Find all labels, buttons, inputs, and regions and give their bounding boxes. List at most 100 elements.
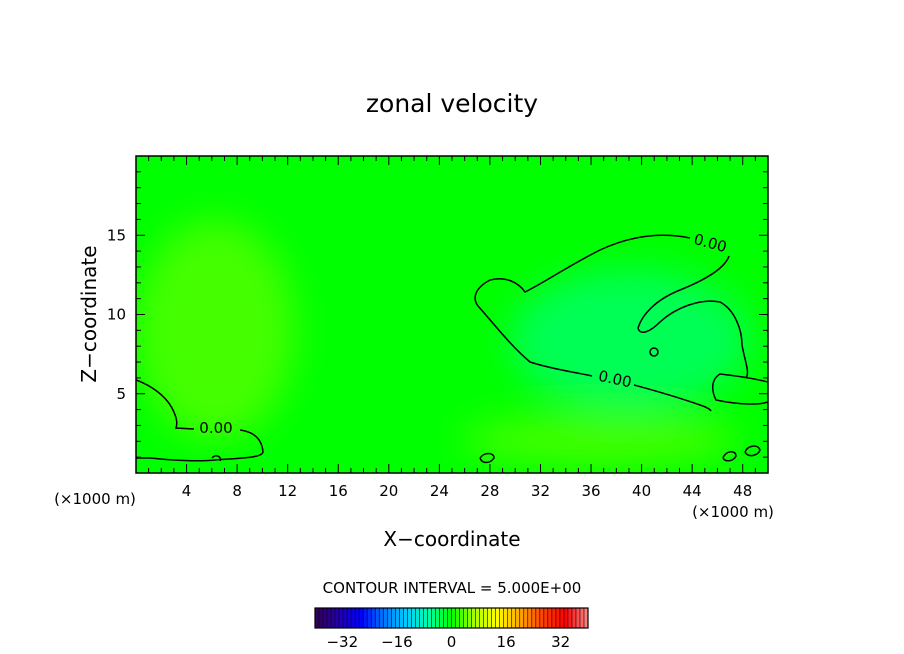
x-tick-label: 20 (379, 482, 398, 500)
chart-title: zonal velocity (366, 89, 538, 118)
colorbar-band (464, 608, 468, 628)
colorbar-band (452, 608, 456, 628)
colorbar-band (403, 608, 407, 628)
colorbar-band (399, 608, 403, 628)
y-axis-label: Z−coordinate (77, 245, 101, 382)
colorbar-band (367, 608, 371, 628)
colorbar-band (580, 608, 584, 628)
colorbar-band (552, 608, 556, 628)
x-tick-label: 44 (683, 482, 702, 500)
colorbar-band (524, 608, 528, 628)
colorbar-band (335, 608, 339, 628)
colorbar-band (379, 608, 383, 628)
colorbar-band (447, 608, 451, 628)
x-tick-label: 12 (278, 482, 297, 500)
colorbar-tick-label: 0 (447, 633, 457, 651)
shade-positive-bottom (460, 415, 740, 465)
x-tick-label: 16 (329, 482, 348, 500)
x-unit-left: (×1000 m) (54, 490, 136, 508)
colorbar-band (443, 608, 447, 628)
colorbar-band (468, 608, 472, 628)
colorbar-band (488, 608, 492, 628)
x-tick-label: 28 (480, 482, 499, 500)
colorbar-tick-label: −32 (326, 633, 358, 651)
colorbar-band (480, 608, 484, 628)
colorbar-band (520, 608, 524, 628)
colorbar-band (512, 608, 516, 628)
x-tick-label: 24 (430, 482, 449, 500)
colorbar-band (496, 608, 500, 628)
colorbar-band (375, 608, 379, 628)
colorbar-band (315, 608, 319, 628)
colorbar-band (564, 608, 568, 628)
colorbar-band (391, 608, 395, 628)
x-axis-label: X−coordinate (383, 527, 520, 551)
colorbar-band (327, 608, 331, 628)
colorbar-band (460, 608, 464, 628)
colorbar-band (568, 608, 572, 628)
colorbar-band (576, 608, 580, 628)
colorbar-band (423, 608, 427, 628)
colorbar-band (560, 608, 564, 628)
colorbar-band (343, 608, 347, 628)
colorbar-tick-label: 32 (551, 633, 570, 651)
colorbar-band (439, 608, 443, 628)
y-tick-label: 10 (107, 306, 126, 324)
colorbar-band (427, 608, 431, 628)
colorbar-band (351, 608, 355, 628)
x-tick-label: 8 (232, 482, 242, 500)
colorbar-band (419, 608, 423, 628)
colorbar-band (536, 608, 540, 628)
colorbar-band (472, 608, 476, 628)
colorbar-band (492, 608, 496, 628)
x-tick-label: 36 (581, 482, 600, 500)
colorbar-band (484, 608, 488, 628)
contour-interval-label: CONTOUR INTERVAL = 5.000E+00 (323, 579, 582, 597)
colorbar-band (548, 608, 552, 628)
colorbar-band (387, 608, 391, 628)
colorbar-band (572, 608, 576, 628)
colorbar-band (584, 608, 588, 628)
colorbar-band (319, 608, 323, 628)
colorbar-band (528, 608, 532, 628)
colorbar-band (456, 608, 460, 628)
colorbar-ticks: −32 −16 0 16 32 (326, 633, 570, 651)
colorbar-band (363, 608, 367, 628)
shade-positive-left (135, 220, 295, 440)
colorbar-band (347, 608, 351, 628)
colorbar-band (359, 608, 363, 628)
colorbar-band (407, 608, 411, 628)
x-tick-label: 48 (733, 482, 752, 500)
colorbar-band (383, 608, 387, 628)
colorbar-band (476, 608, 480, 628)
y-tick-label: 15 (107, 226, 126, 244)
y-tick-label: 5 (116, 385, 126, 403)
colorbar-tick-label: 16 (497, 633, 516, 651)
colorbar-band (532, 608, 536, 628)
colorbar-band (516, 608, 520, 628)
contour-label: 0.00 (199, 419, 232, 437)
colorbar-band (431, 608, 435, 628)
colorbar-band (395, 608, 399, 628)
colorbar-band (371, 608, 375, 628)
colorbar-tick-label: −16 (381, 633, 413, 651)
colorbar-band (331, 608, 335, 628)
colorbar-band (504, 608, 508, 628)
x-tick-label: 32 (531, 482, 550, 500)
colorbar-band (323, 608, 327, 628)
colorbar-band (355, 608, 359, 628)
plot-area: 0.00 0.00 0.00 (135, 156, 768, 473)
colorbar-band (540, 608, 544, 628)
colorbar (315, 608, 588, 628)
colorbar-band (556, 608, 560, 628)
colorbar-band (435, 608, 439, 628)
x-tick-label: 40 (632, 482, 651, 500)
colorbar-band (415, 608, 419, 628)
colorbar-band (339, 608, 343, 628)
x-unit-right: (×1000 m) (692, 503, 774, 521)
colorbar-band (500, 608, 504, 628)
colorbar-band (508, 608, 512, 628)
colorbar-band (411, 608, 415, 628)
colorbar-band (544, 608, 548, 628)
